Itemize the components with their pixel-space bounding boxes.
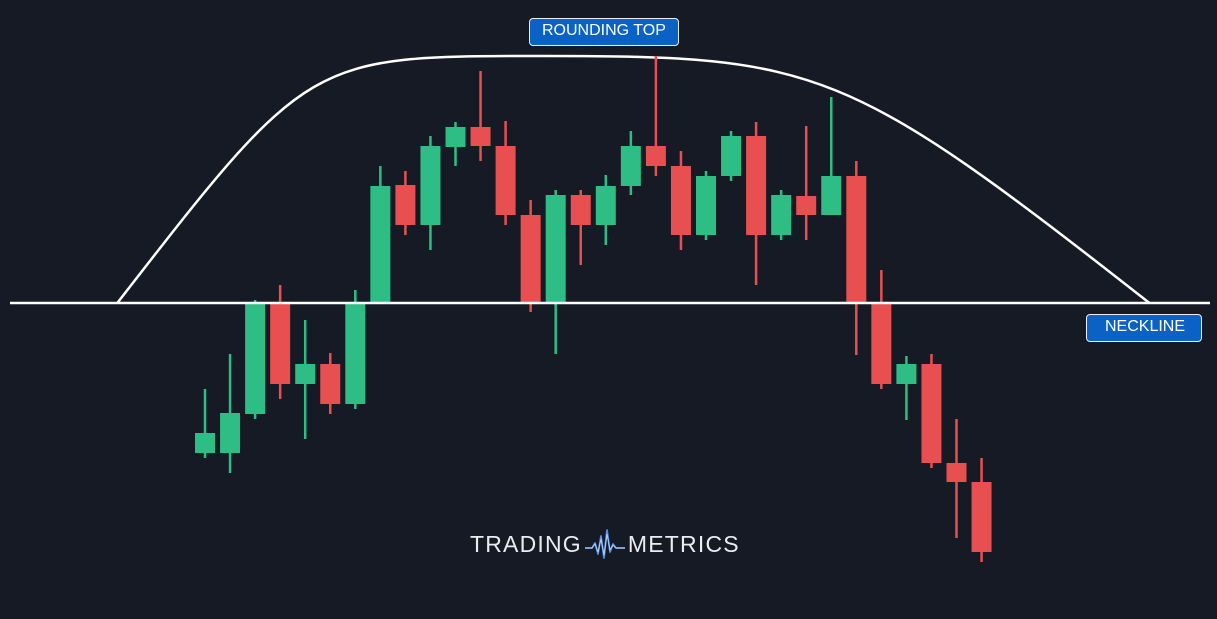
candle-31 [971, 458, 992, 562]
candle-14 [545, 190, 566, 354]
candle-body [545, 195, 566, 303]
candle-body [921, 364, 942, 463]
candle-24 [796, 126, 817, 240]
candle-16 [595, 175, 616, 245]
candle-body [220, 413, 241, 453]
neckline-label: NECKLINE [1086, 314, 1203, 342]
rounding-top-arc [116, 54, 1151, 304]
candle-body [295, 364, 316, 384]
candle-5 [320, 353, 341, 414]
candle-13 [520, 200, 541, 312]
candle-body [495, 146, 516, 215]
candle-21 [721, 131, 742, 181]
candle-body [420, 146, 441, 225]
candle-27 [871, 270, 892, 389]
candle-4 [295, 320, 316, 439]
candle-body [195, 433, 215, 453]
candle-6 [345, 290, 366, 409]
candle-body [370, 186, 391, 303]
candle-body [971, 482, 992, 552]
candle-1 [220, 354, 241, 473]
candle-body [445, 127, 466, 147]
candle-9 [420, 136, 441, 250]
candle-body [595, 186, 616, 225]
candles-group [195, 56, 992, 562]
candle-body [821, 176, 842, 215]
candle-body [871, 304, 892, 384]
candle-body [771, 195, 792, 235]
candle-12 [495, 121, 516, 225]
rounding-top-label: ROUNDING TOP [529, 18, 679, 46]
candle-25 [821, 97, 842, 215]
candle-22 [746, 122, 767, 285]
candle-body [796, 196, 817, 215]
candle-15 [570, 190, 591, 265]
candle-body [245, 302, 266, 414]
candle-20 [696, 171, 716, 240]
trading-metrics-logo: TRADING METRICS [470, 522, 740, 566]
candle-30 [946, 419, 967, 538]
candle-body [696, 176, 716, 235]
candle-10 [445, 122, 466, 166]
candle-8 [395, 171, 416, 235]
candle-body [946, 463, 967, 482]
candle-29 [921, 354, 942, 468]
candle-body [520, 215, 541, 302]
candle-19 [670, 151, 691, 250]
candle-7 [370, 166, 391, 303]
candle-body [270, 303, 291, 384]
candle-18 [645, 56, 666, 176]
candle-17 [620, 131, 641, 195]
candle-body [620, 146, 641, 186]
logo-text-left: TRADING [470, 530, 582, 557]
candle-body [896, 364, 917, 384]
candle-body [345, 303, 366, 404]
candle-11 [470, 71, 491, 161]
candle-body [846, 176, 867, 303]
waveform-icon [584, 529, 625, 559]
candle-26 [846, 161, 867, 355]
candle-body [645, 146, 666, 166]
candle-28 [896, 356, 917, 420]
logo-text-right: METRICS [627, 530, 740, 557]
candle-body [395, 185, 416, 225]
candle-2 [245, 300, 266, 419]
candle-body [746, 136, 767, 235]
candle-body [721, 136, 742, 176]
candle-body [320, 364, 341, 404]
candle-0 [195, 389, 215, 458]
candle-body [670, 166, 691, 235]
candle-body [470, 127, 491, 146]
candle-23 [771, 190, 792, 240]
candle-body [570, 195, 591, 225]
